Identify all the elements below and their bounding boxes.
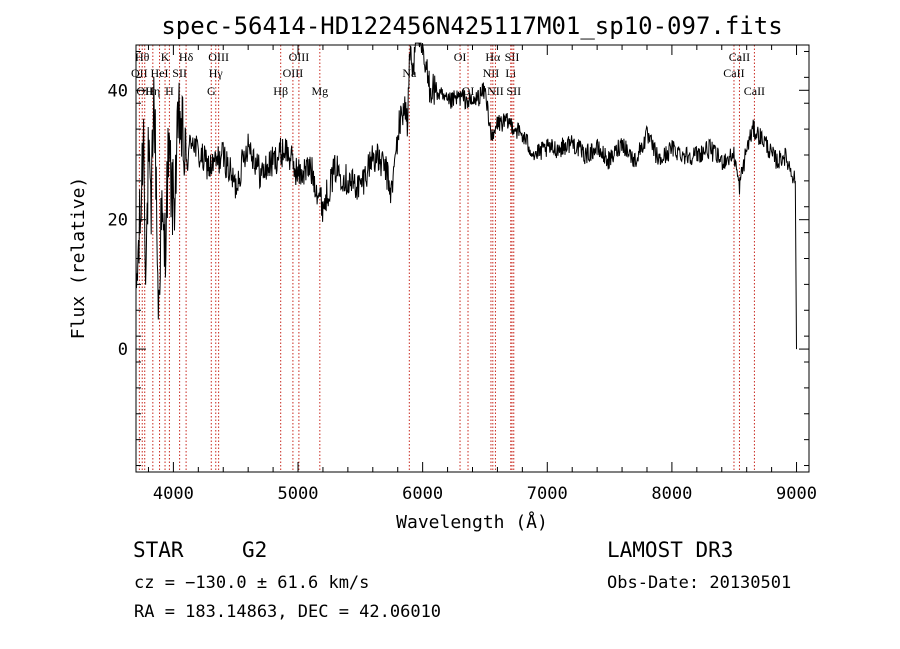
object-subclass: G2 — [242, 538, 268, 562]
coordinates: RA = 183.14863, DEC = 42.06010 — [134, 602, 442, 622]
x-tick-label: 5000 — [278, 484, 319, 504]
line-label: OIII — [289, 50, 310, 64]
line-label: SII — [506, 84, 521, 98]
line-label: Li — [505, 66, 516, 80]
line-label: K — [161, 50, 170, 64]
line-label: Hδ — [179, 50, 194, 64]
line-label: SII — [172, 66, 187, 80]
line-label: CaII — [744, 84, 765, 98]
plot-frame — [135, 44, 810, 473]
x-axis-label: Wavelength (Å) — [396, 511, 548, 533]
object-class: STAR — [133, 538, 184, 562]
spectrum-series — [135, 42, 797, 350]
line-label: NII — [483, 66, 500, 80]
line-label: Hγ — [209, 66, 224, 80]
line-label: Hη — [145, 84, 160, 98]
line-label: Hα — [485, 50, 501, 64]
line-label: H — [165, 84, 174, 98]
line-label: OIII — [283, 66, 304, 80]
y-tick-label: 0 — [118, 340, 128, 360]
y-tick-label: 20 — [108, 211, 128, 231]
redshift-value: cz = −130.0 ± 61.6 km/s — [134, 573, 370, 593]
x-tick-label: 4000 — [153, 484, 194, 504]
chart-title: spec-56414-HD122456N425117M01_sp10-097.f… — [161, 12, 782, 40]
x-tick-label: 8000 — [651, 484, 692, 504]
line-label: CaII — [729, 50, 750, 64]
line-label: CaII — [723, 66, 744, 80]
line-label: HeI — [151, 66, 169, 80]
x-tick-label: 6000 — [402, 484, 443, 504]
survey-name: LAMOST DR3 — [607, 538, 734, 562]
axis-ticks: 4000 5000 6000 7000 8000 9000 0 20 40 — [108, 45, 817, 504]
x-tick-label: 9000 — [776, 484, 817, 504]
line-label: G — [207, 84, 216, 98]
spectrum-line — [135, 42, 797, 350]
y-tick-label: 40 — [108, 81, 128, 101]
emission-line-markers: OIIHθOIIHηHeIKHSIIHδGHγOIIIHβOIIIOIIIMgN… — [131, 45, 765, 472]
line-label: NII — [487, 84, 504, 98]
line-label: Mg — [311, 84, 328, 98]
line-label: OII — [136, 84, 153, 98]
y-axis-label: Flux (relative) — [68, 177, 89, 340]
line-label: Hβ — [273, 84, 288, 98]
line-label: Hθ — [135, 50, 150, 64]
line-label: OI — [454, 50, 467, 64]
line-label: OIII — [208, 50, 229, 64]
observation-date: Obs-Date: 20130501 — [607, 573, 792, 593]
x-tick-label: 7000 — [527, 484, 568, 504]
line-label: OII — [131, 66, 148, 80]
line-label: SII — [505, 50, 520, 64]
